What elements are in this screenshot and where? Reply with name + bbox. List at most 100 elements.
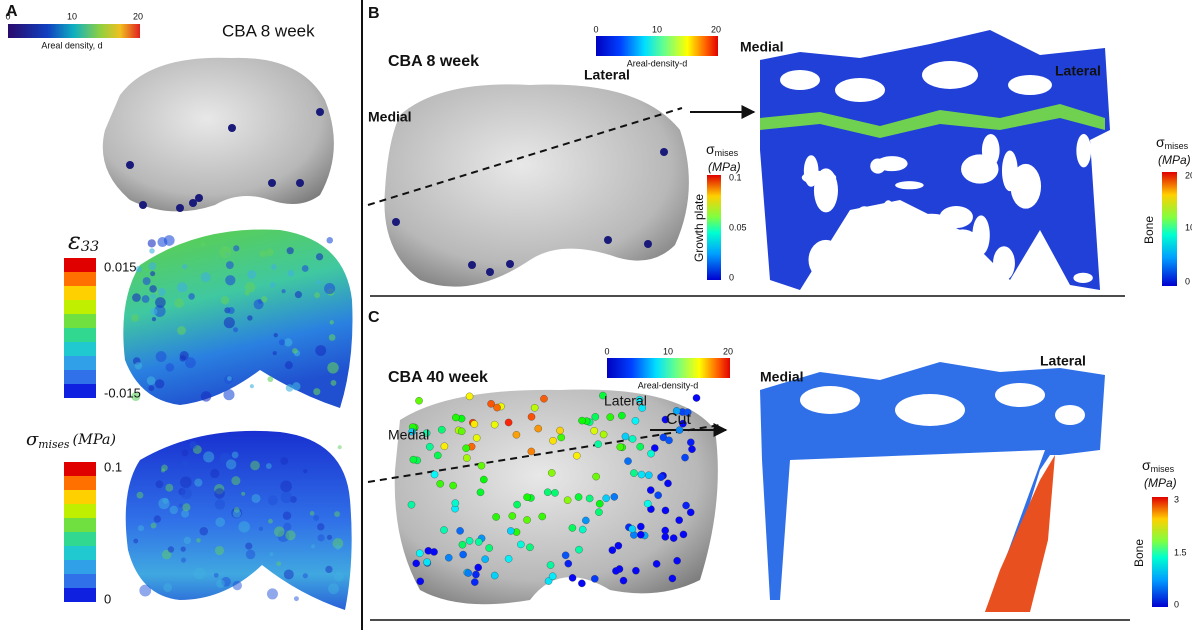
landmark [480, 475, 488, 484]
colorbar-tick: 1.5 [1174, 547, 1187, 557]
landmark [644, 240, 652, 248]
colorbar-tick: 0 [104, 591, 111, 606]
texture [247, 315, 253, 321]
growth-plate-map [760, 104, 1105, 138]
texture [147, 239, 156, 248]
section-hole [943, 229, 982, 267]
texture [330, 380, 337, 386]
landmark [464, 569, 473, 577]
colorbar [707, 175, 721, 280]
colorbar-tick: 10 [67, 11, 77, 21]
landmark [610, 493, 619, 501]
texture [249, 384, 254, 389]
texture [335, 544, 341, 550]
landmark [599, 391, 607, 400]
texture [270, 282, 276, 288]
texture [196, 538, 201, 543]
texture [214, 488, 225, 499]
landmark [585, 494, 594, 503]
landmark [416, 577, 425, 586]
texture [180, 487, 192, 499]
cut-line [367, 107, 683, 206]
texture [135, 266, 142, 273]
landmark [630, 469, 638, 477]
colorbar-title: Areal-density-d [638, 380, 699, 390]
landmark [637, 522, 645, 531]
texture [193, 567, 206, 580]
subscript: mises [1151, 464, 1175, 474]
landmark [614, 541, 623, 550]
landmark [682, 501, 690, 510]
landmark [512, 431, 521, 439]
texture [285, 384, 294, 392]
texture [184, 357, 196, 369]
texture [216, 579, 225, 588]
texture [285, 530, 296, 541]
landmark [661, 526, 669, 535]
colorbar-segment [64, 286, 96, 300]
texture [328, 334, 336, 341]
colorbar-tick: -0.015 [104, 385, 141, 400]
colorbar-tick: 3 [1174, 494, 1179, 504]
landmark [686, 508, 695, 517]
section-hole [1030, 259, 1054, 289]
colorbar-segment [64, 342, 96, 356]
landmark [661, 415, 670, 424]
texture [210, 468, 220, 479]
texture [200, 272, 211, 283]
title: CBA 8 week [388, 53, 479, 70]
texture [313, 388, 321, 396]
texture [200, 242, 206, 247]
texture [177, 326, 186, 335]
colorbar-tick: 0 [5, 11, 10, 21]
section-hole [780, 70, 820, 90]
landmark [490, 420, 499, 429]
landmark [477, 461, 486, 470]
texture [133, 538, 139, 544]
bone-model [384, 84, 689, 287]
landmark [407, 500, 416, 509]
landmark [451, 499, 460, 507]
texture [167, 546, 175, 553]
landmark [679, 530, 688, 539]
landmark [602, 494, 610, 503]
landmark [430, 470, 439, 479]
landmark [493, 403, 501, 412]
texture [267, 495, 278, 506]
texture [174, 298, 184, 308]
texture [223, 389, 235, 401]
symbol: σ [26, 429, 39, 450]
texture [148, 385, 155, 392]
landmark [534, 424, 542, 433]
section-hole [995, 383, 1045, 407]
texture [182, 264, 188, 270]
colorbar-tick: 0.05 [729, 222, 747, 232]
label: Lateral [1055, 63, 1101, 79]
texture [238, 521, 250, 533]
texture [317, 523, 325, 531]
texture [149, 248, 155, 254]
landmark [126, 161, 134, 169]
colorbar-segment [64, 356, 96, 370]
landmark [549, 436, 557, 445]
landmark [556, 426, 564, 435]
texture [226, 376, 232, 381]
texture [194, 478, 203, 487]
landmark [487, 400, 495, 408]
symbol: ε [68, 227, 81, 255]
landmark [474, 563, 482, 572]
colorbar-tick: 20 [133, 11, 143, 21]
title: CBA 40 week [388, 369, 488, 386]
landmark [591, 575, 599, 583]
texture [301, 265, 309, 272]
texture [281, 289, 286, 294]
landmark [637, 470, 646, 479]
colorbar [1152, 497, 1168, 607]
landmark [652, 560, 661, 568]
texture [332, 538, 344, 549]
texture [268, 518, 273, 524]
texture [280, 480, 292, 493]
landmark [513, 500, 521, 509]
section-hole [895, 394, 965, 426]
